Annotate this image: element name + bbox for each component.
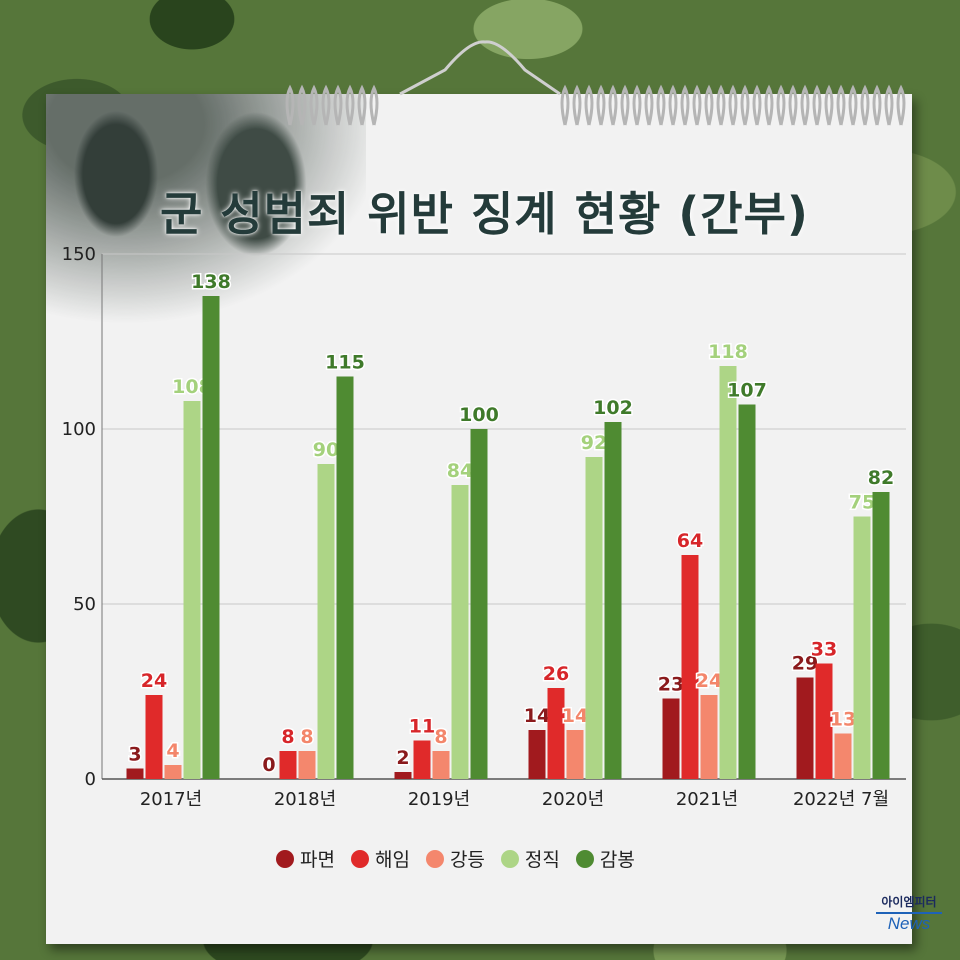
- legend-swatch: [276, 849, 294, 868]
- bar: [164, 765, 182, 779]
- data-label: 13: [830, 709, 856, 731]
- data-label: 29: [792, 653, 818, 675]
- data-label: 11: [409, 716, 435, 738]
- data-label: 14: [562, 705, 588, 727]
- legend-item: 파면: [276, 845, 335, 872]
- x-tick-label: 2020년: [542, 789, 604, 810]
- legend-label: 해임: [374, 849, 410, 871]
- legend-item: 강등: [425, 845, 485, 872]
- y-tick-label: 100: [62, 419, 96, 440]
- logo-bottom-text: News: [876, 912, 942, 934]
- data-label: 84: [447, 460, 473, 482]
- bar: [183, 401, 201, 779]
- bar: [202, 296, 220, 779]
- legend-item: 감봉: [575, 845, 635, 872]
- data-label: 75: [849, 492, 875, 514]
- legend-swatch: [350, 849, 369, 868]
- legend-label: 파면: [300, 849, 335, 871]
- bar: [298, 751, 316, 779]
- y-tick-label: 0: [85, 769, 96, 790]
- bar: [279, 751, 297, 779]
- bar: [815, 663, 833, 779]
- bar: [585, 457, 603, 779]
- y-tick-label: 50: [73, 594, 96, 615]
- bar: [604, 422, 622, 779]
- data-label: 3: [128, 744, 141, 766]
- data-label: 8: [300, 726, 313, 748]
- legend-item: 정직: [500, 845, 560, 872]
- legend-label: 정직: [524, 849, 560, 871]
- bar: [145, 695, 163, 779]
- legend-label: 감봉: [599, 849, 635, 871]
- data-label: 8: [281, 726, 294, 748]
- bar: [872, 492, 890, 779]
- data-label: 14: [524, 705, 550, 727]
- bar: [317, 464, 335, 779]
- x-tick-label: 2017년: [140, 789, 202, 810]
- bar: [432, 751, 450, 779]
- bar: [719, 366, 737, 779]
- news-logo: 아이엠피터 News: [876, 893, 942, 941]
- bar: [126, 768, 144, 779]
- data-label: 24: [696, 670, 722, 692]
- data-label: 92: [581, 432, 607, 454]
- legend-swatch: [575, 849, 594, 868]
- bar: [566, 730, 584, 779]
- data-label: 23: [658, 674, 684, 696]
- x-tick-label: 2021년: [676, 789, 738, 810]
- chart-title: 군 성범죄 위반 징계 현황 (간부): [160, 187, 809, 241]
- bar: [528, 730, 546, 779]
- bar: [413, 740, 431, 779]
- data-label: 24: [141, 670, 167, 692]
- data-label: 102: [593, 397, 633, 419]
- y-tick-label: 150: [62, 244, 96, 265]
- data-label: 82: [868, 467, 894, 489]
- bar: [547, 688, 565, 779]
- legend-label: 강등: [449, 849, 485, 871]
- legend-item: 해임: [350, 845, 410, 872]
- x-tick-label: 2019년: [408, 789, 470, 810]
- data-label: 100: [459, 404, 499, 426]
- bar: [394, 772, 412, 779]
- data-label: 0: [262, 754, 275, 776]
- data-label: 8: [434, 726, 447, 748]
- bar: [662, 698, 680, 779]
- x-tick-label: 2018년: [274, 789, 336, 810]
- bar: [700, 695, 718, 779]
- data-label: 2: [396, 747, 409, 769]
- logo-top-text: 아이엠피터: [881, 895, 937, 909]
- legend-swatch: [500, 849, 519, 868]
- bar: [470, 429, 488, 779]
- bar: [796, 677, 814, 779]
- data-label: 118: [708, 341, 748, 363]
- data-label: 4: [166, 740, 179, 762]
- bar: [451, 485, 469, 779]
- bar: [336, 376, 354, 779]
- data-label: 26: [543, 663, 569, 685]
- bar: [853, 516, 871, 779]
- legend: 파면 해임 강등 정직 감봉: [276, 845, 635, 872]
- data-label: 90: [313, 439, 339, 461]
- data-label: 138: [191, 271, 231, 293]
- bar: [738, 404, 756, 779]
- legend-swatch: [425, 849, 444, 868]
- bar: [681, 555, 699, 779]
- x-tick-label: 2022년 7월: [793, 789, 889, 810]
- bar: [834, 733, 852, 779]
- data-label: 115: [325, 352, 365, 374]
- data-label: 33: [811, 639, 837, 661]
- data-label: 107: [727, 380, 767, 402]
- data-label: 64: [677, 530, 703, 552]
